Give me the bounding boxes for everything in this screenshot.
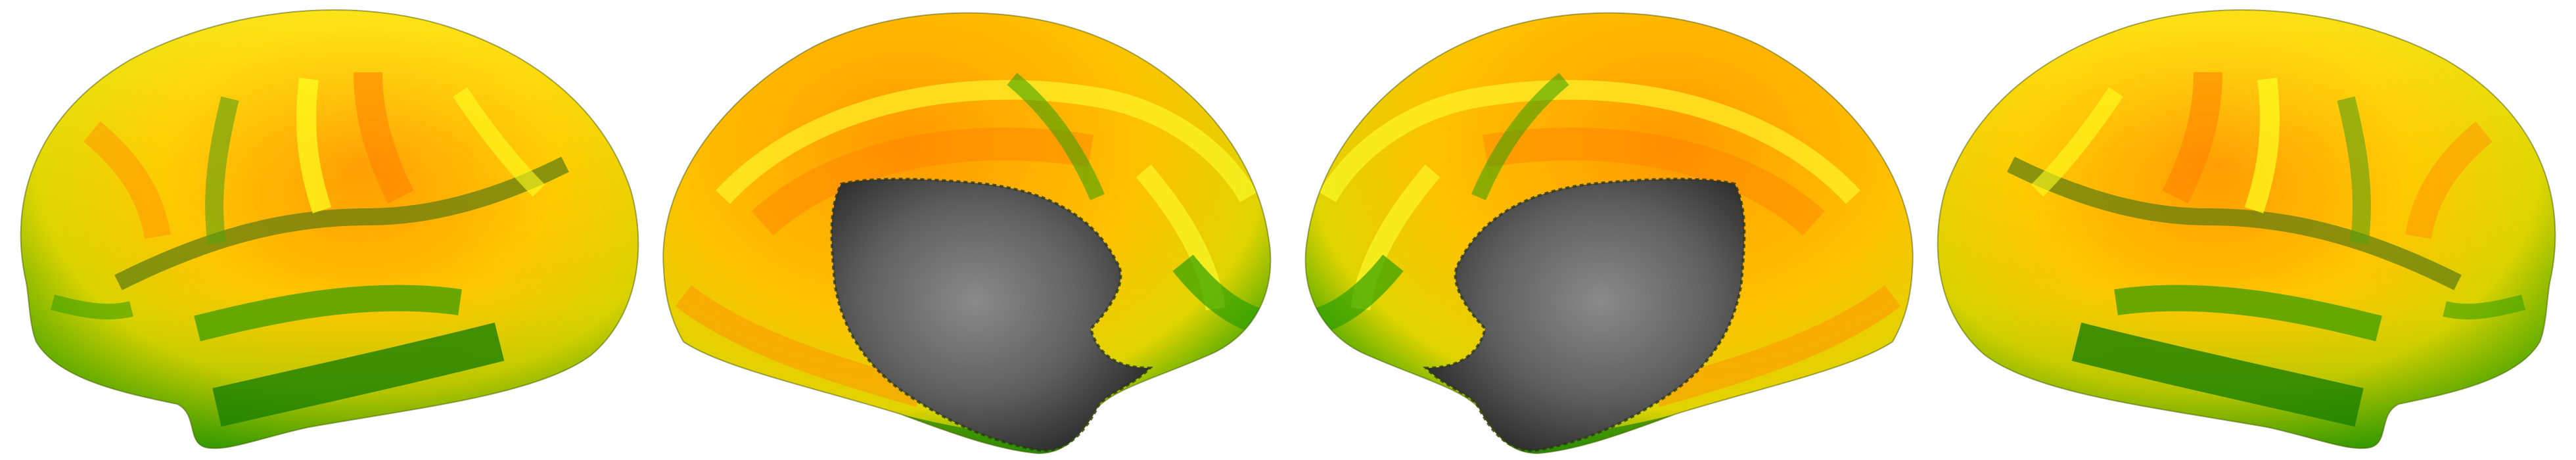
left-medial-view — [644, 0, 1288, 460]
left-medial-brain — [662, 12, 1272, 455]
left-lateral-view — [0, 0, 644, 460]
left-lateral-brain — [20, 9, 639, 449]
right-lateral-view — [1932, 0, 2576, 460]
right-medial-brain — [1304, 12, 1914, 455]
right-medial-view — [1288, 0, 1932, 460]
right-lateral-brain — [1937, 9, 2556, 449]
